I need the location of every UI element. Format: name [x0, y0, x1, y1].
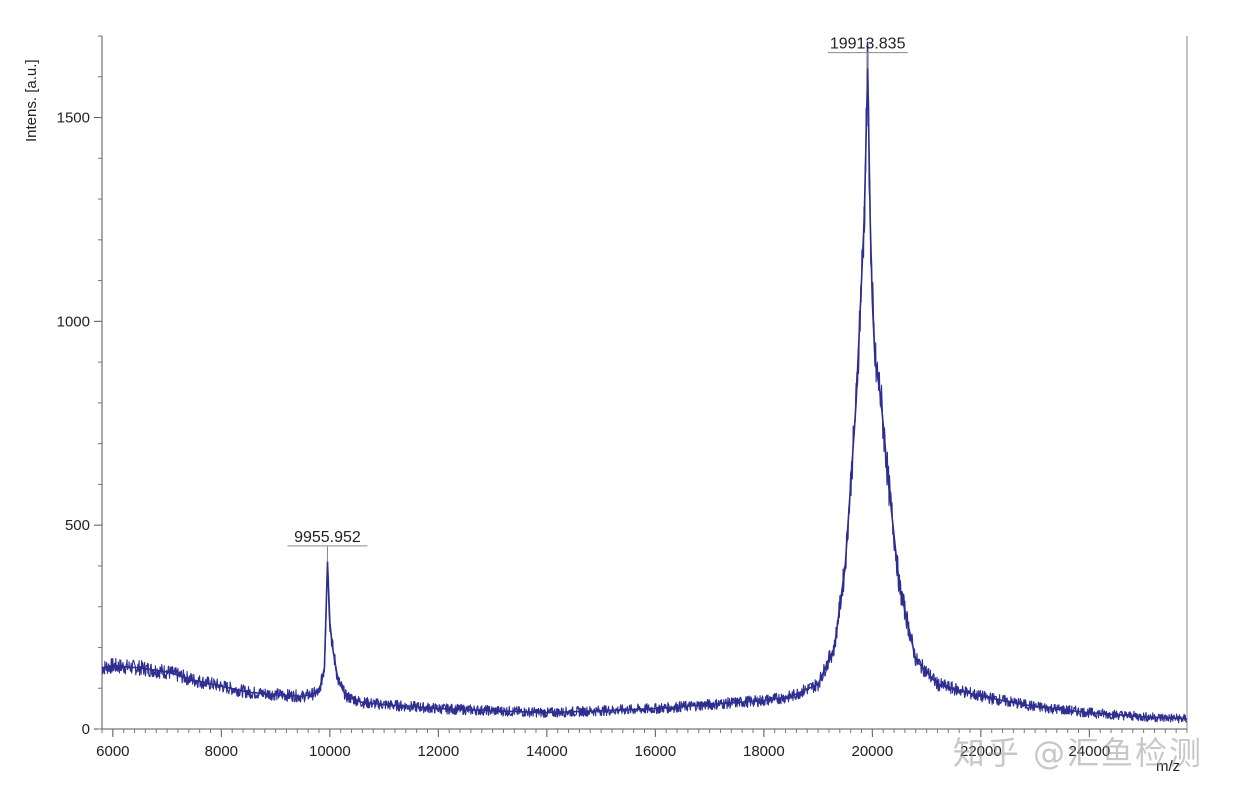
- spectrum-line: [101, 67, 1188, 720]
- x-tick-label: 18000: [743, 743, 785, 760]
- series-layer: [101, 41, 1188, 724]
- x-tick-label: 6000: [96, 743, 129, 760]
- y-tick-label: 1500: [57, 110, 90, 127]
- x-tick-label: 8000: [205, 743, 238, 760]
- y-tick-label: 1000: [57, 313, 90, 330]
- y-tick-label: 0: [82, 721, 90, 738]
- watermark-text: 知乎 @汇鱼检测: [952, 734, 1203, 772]
- x-tick-label: 10000: [309, 743, 351, 760]
- x-tick-label: 20000: [851, 743, 893, 760]
- y-tick-label: 500: [65, 517, 90, 534]
- x-tick-label: 22000: [960, 743, 1002, 760]
- x-tick-label: 24000: [1068, 743, 1110, 760]
- x-tick-label: 14000: [526, 743, 568, 760]
- peak-label: 19913.835: [830, 36, 906, 53]
- x-tick-label: 12000: [417, 743, 459, 760]
- x-axis-title: m/z: [1156, 758, 1180, 775]
- y-axis-title: Intens. [a.u.]: [23, 59, 40, 142]
- peak-label: 9955.952: [294, 529, 361, 546]
- annotation-layer: 9955.952 19913.835: [287, 36, 908, 562]
- x-tick-label: 16000: [634, 743, 676, 760]
- spectrum-trace: [101, 41, 1188, 724]
- axis-ticks: 6000 8000 10000 12000 14000 16000 18000 20000 22…: [57, 35, 1188, 760]
